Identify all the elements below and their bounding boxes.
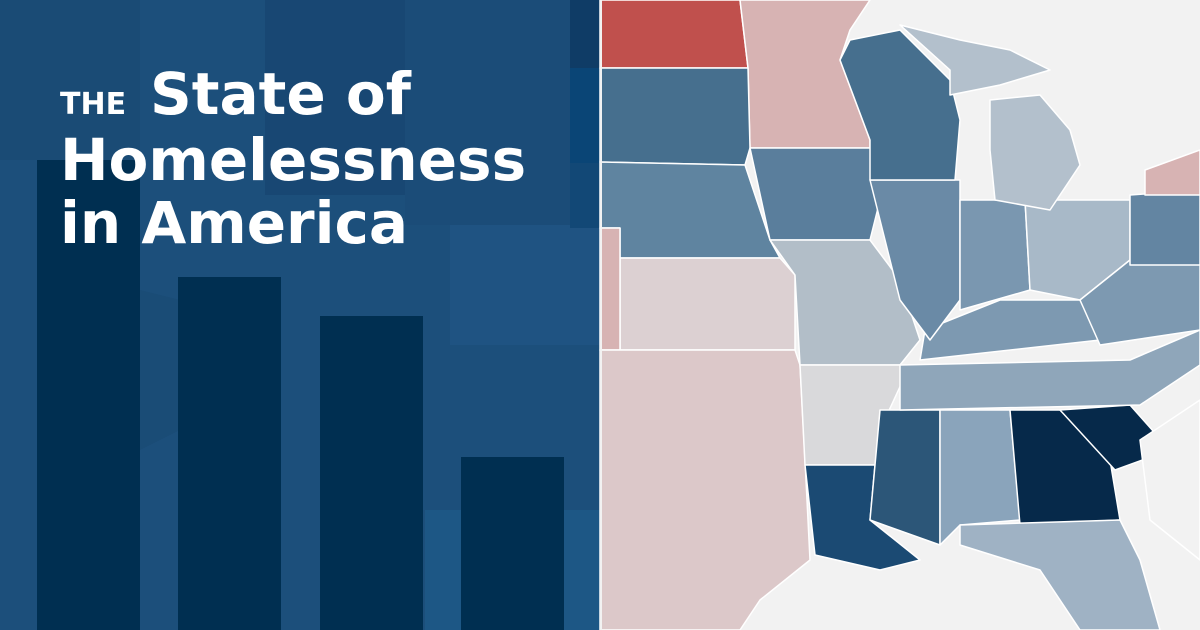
decor-bar — [461, 457, 564, 630]
bars — [37, 160, 564, 630]
decor-bar — [178, 277, 281, 630]
title-line: in America — [60, 189, 408, 257]
title-line: Homelessness — [60, 126, 526, 194]
map — [599, 0, 1200, 630]
left-panel — [0, 0, 600, 630]
decor-bar — [320, 316, 423, 630]
title-prefix: THE — [60, 87, 126, 122]
title-line: State of — [150, 60, 412, 128]
decor-bar — [37, 160, 140, 630]
title: THE State of Homelessness in America — [60, 60, 526, 257]
